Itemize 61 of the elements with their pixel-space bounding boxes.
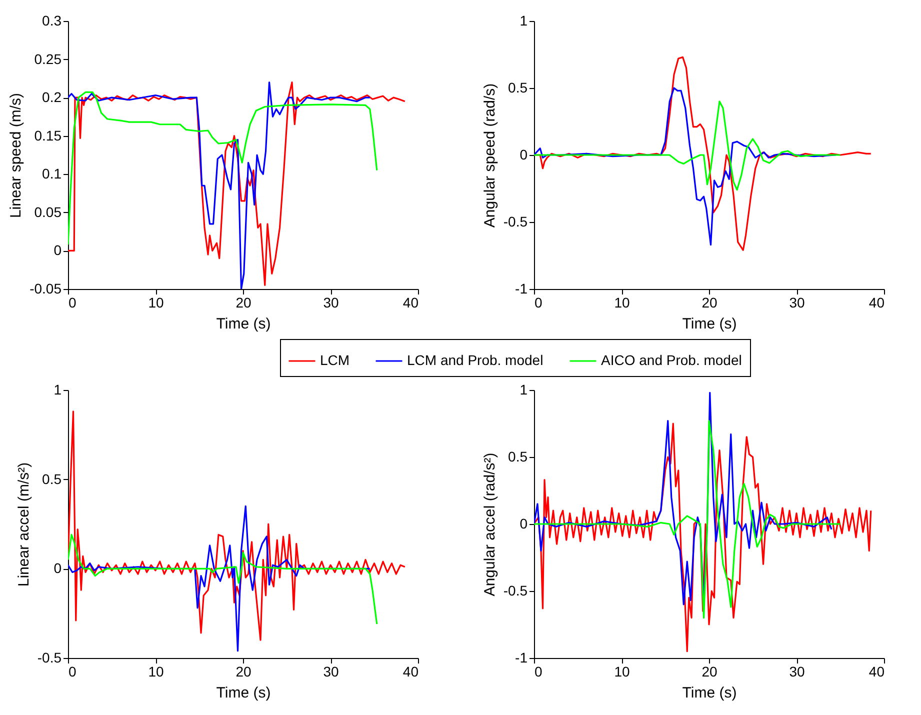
x-tick-label: 10 bbox=[148, 294, 164, 310]
y-tick-label: -0.5 bbox=[37, 650, 62, 666]
line-series bbox=[534, 420, 842, 619]
x-tick-label: 40 bbox=[402, 294, 419, 310]
y-axis-title: Linear accel (m/s²) bbox=[15, 462, 32, 587]
y-tick-label: 0 bbox=[54, 560, 62, 576]
x-tick-label: 30 bbox=[789, 294, 805, 310]
x-axis-title: Time (s) bbox=[216, 316, 271, 332]
x-tick-label: 0 bbox=[534, 664, 542, 680]
legend-label: LCM bbox=[320, 352, 350, 368]
x-tick-label: 10 bbox=[148, 664, 164, 680]
y-tick-label: -0.5 bbox=[503, 214, 528, 230]
x-tick-label: 10 bbox=[614, 294, 630, 310]
y-tick-label: 0.1 bbox=[42, 166, 62, 182]
y-tick-label: 0.5 bbox=[42, 470, 62, 487]
line-series bbox=[68, 505, 371, 652]
line-series bbox=[68, 534, 378, 625]
x-tick-label: 0 bbox=[68, 664, 76, 680]
y-axis-title: Linear speed (m/s) bbox=[8, 92, 25, 218]
y-tick-label: 0.15 bbox=[34, 127, 62, 144]
x-tick-label: 40 bbox=[868, 664, 885, 680]
x-tick-label: 20 bbox=[702, 664, 718, 680]
y-tick-label: 1 bbox=[520, 12, 528, 28]
line-series bbox=[534, 100, 842, 191]
x-tick-label: 40 bbox=[402, 664, 419, 680]
y-tick-label: -1 bbox=[515, 650, 528, 666]
x-tick-label: 0 bbox=[68, 294, 76, 310]
y-tick-label: 0.5 bbox=[508, 448, 528, 464]
x-tick-label: 30 bbox=[789, 664, 805, 680]
y-tick-label: -0.05 bbox=[30, 280, 62, 296]
legend-label: LCM and Prob. model bbox=[407, 352, 544, 368]
y-tick-label: 1 bbox=[520, 382, 528, 398]
line-series bbox=[534, 392, 832, 606]
y-tick-label: -1 bbox=[515, 280, 528, 296]
legend-label: AICO and Prob. model bbox=[601, 352, 742, 368]
x-tick-label: 40 bbox=[868, 294, 885, 310]
y-axis-title: Angular speed (rad/s) bbox=[481, 83, 498, 228]
y-tick-label: 0 bbox=[520, 516, 528, 532]
y-tick-label: 1 bbox=[54, 382, 62, 398]
y-tick-label: 0.25 bbox=[34, 50, 62, 67]
line-series bbox=[68, 91, 378, 246]
y-tick-label: 0.05 bbox=[34, 204, 62, 220]
x-axis-title: Time (s) bbox=[682, 684, 737, 702]
y-tick-label: -0.5 bbox=[503, 582, 528, 598]
y-tick-label: 0.3 bbox=[42, 12, 62, 28]
y-tick-label: 0 bbox=[520, 146, 528, 162]
line-series bbox=[534, 422, 872, 652]
x-tick-label: 30 bbox=[323, 294, 339, 310]
x-tick-label: 20 bbox=[702, 294, 718, 310]
y-tick-label: 0.5 bbox=[508, 80, 528, 96]
x-tick-label: 0 bbox=[534, 294, 542, 310]
y-tick-label: 0.2 bbox=[42, 89, 62, 106]
x-tick-label: 30 bbox=[323, 664, 339, 680]
x-tick-label: 20 bbox=[236, 664, 252, 680]
y-tick-label: 0 bbox=[54, 242, 62, 258]
x-axis-title: Time (s) bbox=[216, 684, 271, 702]
x-axis-title: Time (s) bbox=[682, 316, 737, 332]
y-axis-title: Angular accel (rad/s²) bbox=[481, 452, 498, 596]
line-series bbox=[68, 410, 406, 641]
x-tick-label: 20 bbox=[236, 294, 252, 310]
x-tick-label: 10 bbox=[614, 664, 630, 680]
